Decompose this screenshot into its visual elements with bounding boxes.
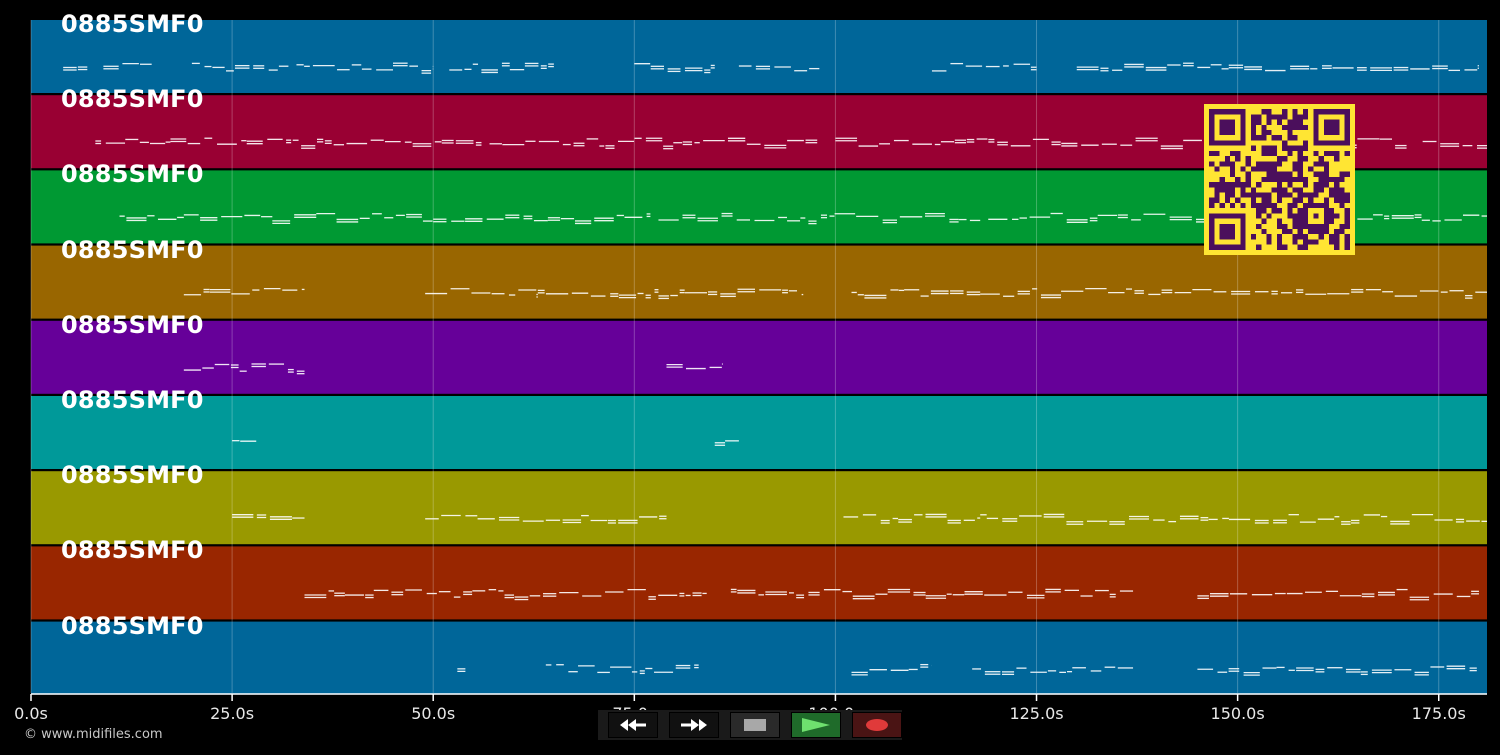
track-label: 0885SMF0 xyxy=(61,235,204,264)
tick-label: 125.0s xyxy=(1009,704,1064,723)
track-lane[interactable] xyxy=(31,245,1487,319)
track-label: 0885SMF0 xyxy=(61,160,204,189)
track-lane[interactable] xyxy=(31,546,1487,620)
track-lane[interactable] xyxy=(31,20,1487,93)
rewind-button[interactable] xyxy=(608,712,658,738)
play-button[interactable] xyxy=(791,712,841,738)
track-label: 0885SMF0 xyxy=(61,536,204,565)
tick-label: 25.0s xyxy=(210,704,255,723)
qr-code-image xyxy=(1204,104,1355,255)
play-icon xyxy=(802,718,830,732)
fast-forward-button[interactable] xyxy=(669,712,719,738)
transport-controls xyxy=(598,710,902,740)
tick-label: 150.0s xyxy=(1210,704,1265,723)
track-lane[interactable] xyxy=(31,471,1487,545)
copyright-notice: © www.midifiles.com xyxy=(24,727,163,742)
stop-icon xyxy=(744,719,766,731)
track-lane[interactable] xyxy=(31,396,1487,469)
track-lane[interactable] xyxy=(31,320,1487,394)
stop-button[interactable] xyxy=(730,712,780,738)
record-icon xyxy=(866,719,888,731)
track-lane[interactable] xyxy=(31,621,1487,695)
tick-label: 50.0s xyxy=(411,704,456,723)
track-label: 0885SMF0 xyxy=(61,386,204,414)
track-label: 0885SMF0 xyxy=(61,461,204,490)
track-label: 0885SMF0 xyxy=(61,85,204,114)
tick-label: 0.0s xyxy=(14,704,48,723)
track-label: 0885SMF0 xyxy=(61,611,204,640)
fast-forward-icon xyxy=(681,719,707,731)
record-button[interactable] xyxy=(852,712,902,738)
tick-label: 175.0s xyxy=(1411,704,1466,723)
track-label: 0885SMF0 xyxy=(61,310,204,339)
rewind-icon xyxy=(620,719,646,731)
track-label: 0885SMF0 xyxy=(61,10,204,38)
